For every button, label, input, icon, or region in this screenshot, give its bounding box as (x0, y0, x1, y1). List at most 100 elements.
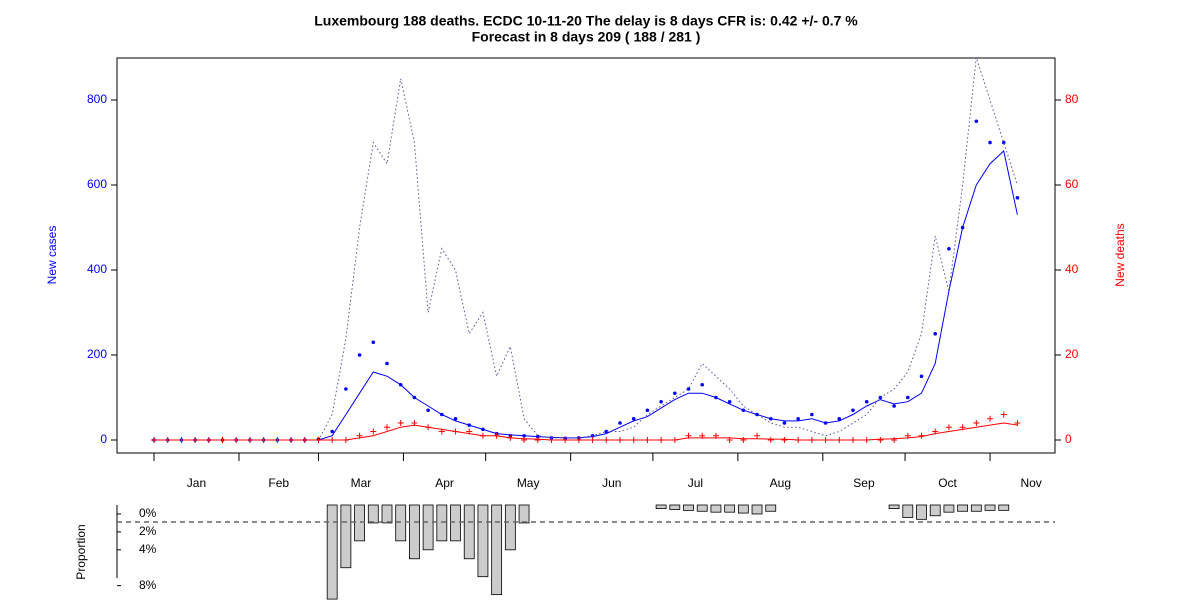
point (330, 429, 334, 434)
point (521, 436, 528, 443)
y-tick-label: 400 (87, 262, 107, 276)
bar (504, 504, 516, 551)
bar (463, 504, 475, 560)
point (1001, 140, 1006, 145)
plot-frame (116, 57, 1056, 454)
x-tick-label: Mar (351, 476, 372, 490)
x-tick-label: Jun (602, 476, 621, 490)
point (659, 399, 663, 404)
bar (970, 504, 982, 512)
series-line (154, 422, 1018, 441)
point (631, 416, 636, 421)
point (810, 412, 814, 417)
x-tick-label: Sep (853, 476, 875, 490)
y-tick-label: 800 (87, 92, 107, 106)
point (740, 436, 747, 443)
y-axis-label: New cases (45, 226, 59, 285)
bar (984, 504, 996, 511)
point (906, 395, 910, 400)
proportion-area (326, 504, 1010, 600)
chart-subtitle: Forecast in 8 days 209 ( 188 / 281 ) (472, 29, 701, 45)
bar (326, 504, 338, 600)
point (892, 404, 896, 408)
point (781, 436, 788, 443)
y2-tick-label: 20 (1065, 347, 1079, 361)
point (618, 421, 622, 425)
bar (491, 504, 503, 596)
bar (477, 504, 489, 578)
point (782, 421, 787, 425)
bar (683, 504, 694, 511)
bar (998, 504, 1010, 511)
point (370, 428, 377, 435)
x-tick-label: Jul (688, 476, 703, 490)
bar (737, 504, 749, 514)
point (933, 331, 938, 336)
bar (888, 504, 900, 509)
point (357, 353, 362, 357)
proportion-axis-label: Proportion (74, 524, 88, 579)
point (385, 361, 389, 366)
y-tick-label: 600 (87, 177, 107, 191)
chart-title: Luxembourg 188 deaths. ECDC 10-11-20 The… (314, 13, 858, 29)
point (645, 408, 650, 413)
y2-tick-label: 80 (1065, 92, 1079, 106)
point (973, 419, 980, 426)
series-line (154, 150, 1018, 441)
point (754, 432, 761, 439)
bar (710, 504, 722, 513)
bar (518, 504, 530, 524)
bar (367, 504, 379, 524)
bar (381, 504, 393, 524)
bar (354, 504, 365, 542)
point (397, 419, 404, 426)
y2-tick-label: 40 (1065, 262, 1079, 276)
x-tick-label: Apr (435, 476, 454, 490)
point (988, 140, 992, 145)
point (727, 399, 732, 404)
bar (943, 504, 955, 513)
point (891, 436, 898, 443)
y2-tick-label: 0 (1065, 432, 1072, 446)
bar (340, 504, 352, 569)
point (673, 391, 677, 396)
point (604, 429, 609, 434)
point (851, 408, 855, 413)
point (383, 424, 390, 431)
bar (765, 504, 777, 512)
point (974, 119, 979, 124)
point (426, 408, 430, 413)
y-tick-label: 2% (139, 524, 157, 538)
point (344, 387, 348, 391)
bar (724, 504, 736, 513)
point (534, 436, 541, 443)
bar (669, 504, 681, 510)
bar (902, 504, 914, 518)
bar (916, 504, 927, 520)
point (987, 415, 994, 422)
y-tick-label: 200 (87, 347, 107, 361)
point (919, 374, 924, 379)
x-tick-label: Oct (938, 476, 957, 490)
bar (751, 504, 763, 515)
point (371, 340, 376, 345)
bar (655, 504, 667, 509)
bar (409, 504, 420, 560)
point (947, 246, 951, 251)
x-tick-label: Jan (187, 476, 206, 490)
bar (696, 504, 708, 512)
y2-axis-label: New deaths (1113, 223, 1127, 286)
x-tick-label: Feb (268, 476, 289, 490)
y-tick-label: 4% (139, 542, 157, 556)
bar (957, 504, 969, 512)
bar (422, 504, 434, 551)
point (864, 399, 869, 404)
point (1015, 195, 1020, 200)
bar (395, 504, 407, 542)
y-tick-label: 0% (139, 506, 157, 520)
point (837, 416, 842, 421)
bar (436, 504, 448, 542)
bar (450, 504, 461, 542)
point (877, 436, 884, 443)
